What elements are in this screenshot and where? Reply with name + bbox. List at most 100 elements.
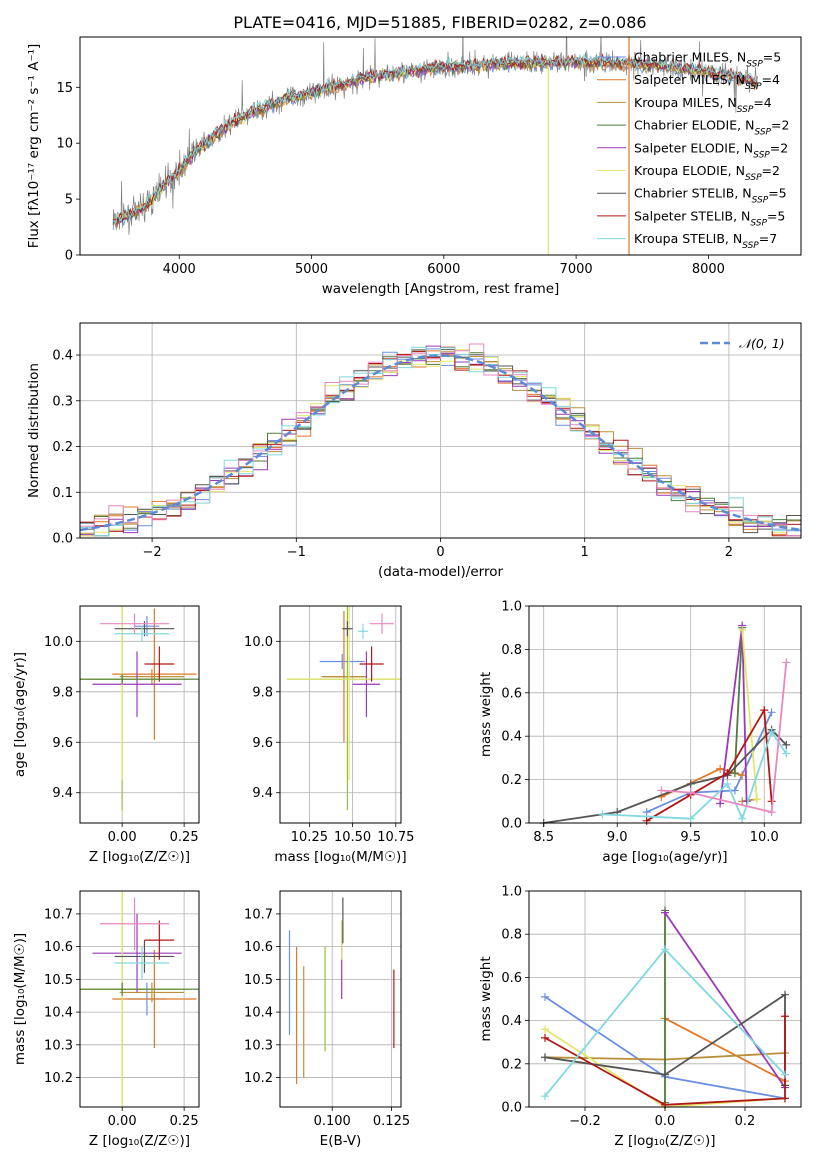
errorbar-point	[99, 897, 170, 950]
weight-point-marker	[541, 1092, 549, 1101]
weight-point-marker	[723, 779, 732, 788]
errorbar-point	[92, 913, 182, 993]
weight-point-marker	[661, 908, 669, 917]
errorbar-point	[352, 651, 381, 718]
axes-frame	[528, 890, 802, 1108]
weight-point-marker	[541, 1025, 549, 1034]
y-tick-label: 10.7	[44, 907, 73, 922]
x-tick-label: 0.00	[108, 830, 137, 845]
x-axis-label: age [log₁₀(age/yr)]	[602, 849, 727, 865]
weight-point-marker	[781, 1070, 789, 1079]
weight-point-marker	[738, 771, 747, 780]
legend-entry: Kroupa MILES, NSSP=4	[634, 95, 772, 115]
panel-mass_vs_ebv: 0.100 0.125 10.2 10.3 10.4 10.5 10.6 10.7 E(B-V)	[244, 890, 410, 1149]
y-axis-label: mass [log₁₀(M/M☉)]	[12, 933, 28, 1065]
gaussian-curve	[80, 354, 801, 532]
errorbar-point	[134, 616, 160, 637]
y-tick-label: 10.7	[244, 907, 273, 922]
y-tick-label: 9.4	[52, 786, 73, 801]
legend-entry: Salpeter MILES, NSSP=4	[634, 72, 780, 92]
y-axis-label: age [log₁₀(age/yr)]	[12, 652, 28, 777]
weight-point-marker	[657, 786, 666, 795]
weight-point-marker	[642, 816, 651, 825]
spectrum-model-line	[112, 53, 758, 224]
y-tick-label: 9.6	[252, 736, 273, 751]
x-tick-label: 10.50	[334, 830, 371, 845]
weight-point-marker	[716, 764, 725, 773]
axes-frame	[279, 890, 402, 1108]
weight-point-marker	[767, 808, 776, 817]
weight-point-marker	[723, 769, 732, 778]
x-axis-label: Z [log₁₀(Z/Z☉)]	[614, 1133, 715, 1149]
y-tick-label: 9.6	[52, 736, 73, 751]
plot-area-residuals	[80, 343, 801, 537]
plot-area-age_vs_Z	[80, 606, 199, 811]
y-tick-label: 0.2	[501, 1057, 522, 1072]
x-tick-label: −2	[143, 545, 162, 560]
errorbar-point	[119, 982, 185, 1003]
legend-entry: Salpeter STELIB, NSSP=5	[634, 208, 785, 228]
y-tick-label: 1.0	[501, 600, 522, 615]
axes-frame	[79, 36, 802, 256]
weight-point-marker	[661, 1070, 669, 1079]
x-tick-label: 0.100	[314, 1114, 351, 1129]
y-tick-label: 0.0	[501, 817, 522, 832]
weight-point-marker	[767, 708, 776, 717]
errorbar-point	[99, 613, 170, 634]
x-tick-label: −0.2	[569, 1114, 601, 1129]
x-tick-label: 0.2	[735, 1114, 756, 1129]
x-tick-label: 0.00	[108, 1114, 137, 1129]
y-axis-label: Normed distribution	[26, 363, 42, 498]
y-axis-label: Flux [fλ10⁻¹⁷ erg cm⁻² s⁻¹ A⁻¹]	[26, 44, 42, 249]
y-tick-label: 9.4	[252, 786, 273, 801]
y-tick-label: 0.4	[501, 1014, 522, 1029]
x-tick-label: 10.0	[750, 830, 779, 845]
weight-point-marker	[781, 990, 789, 999]
weight-series-line	[664, 912, 786, 1089]
x-tick-label: 2	[725, 545, 733, 560]
x-tick-label: 0.125	[373, 1114, 410, 1129]
y-tick-label: 10.5	[44, 973, 73, 988]
x-tick-label: 8.5	[533, 830, 554, 845]
x-tick-label: 9.5	[680, 830, 701, 845]
weight-series-line	[741, 629, 758, 800]
y-tick-label: 10.6	[44, 940, 73, 955]
y-tick-label: 10	[56, 137, 73, 152]
y-tick-label: 0.0	[501, 1101, 522, 1116]
errorbar-point	[144, 646, 175, 682]
errorbar-point	[286, 606, 401, 781]
x-tick-label: 1	[581, 545, 589, 560]
weight-point-marker	[598, 810, 607, 819]
y-tick-label: 9.8	[52, 685, 73, 700]
errorbar-point	[112, 949, 197, 1049]
x-tick-label: 0.25	[170, 1114, 199, 1129]
y-tick-label: 5	[65, 193, 73, 208]
x-tick-label: 4000	[163, 262, 196, 277]
weight-point-marker	[642, 808, 651, 817]
y-tick-label: 15	[56, 81, 73, 96]
plot-area-spectrum	[112, 37, 758, 255]
x-tick-label: 5000	[295, 262, 328, 277]
y-tick-label: 0.6	[501, 971, 522, 986]
weight-point-marker	[716, 799, 725, 808]
panel-age_vs_Z: 0.00 0.25 9.4 9.6 9.8 10.0 Z [log₁₀(Z/Z☉)] age …	[12, 605, 200, 865]
y-tick-label: 10.4	[44, 1006, 73, 1021]
legend-entry: Kroupa ELODIE, NSSP=2	[634, 163, 780, 183]
y-tick-label: 0.2	[501, 773, 522, 788]
spectrum-model-line	[112, 53, 758, 222]
y-tick-label: 0.1	[52, 486, 73, 501]
errorbar-point	[80, 982, 199, 996]
y-tick-label: 0.4	[52, 349, 73, 364]
plot-area-weight_vs_Z	[541, 906, 789, 1111]
spectrum-model-line	[112, 53, 758, 224]
panel-age_vs_mass: 10.25 10.50 10.75 9.4 9.6 9.8 10.0 mass [log₁₀(…	[244, 605, 414, 865]
y-tick-label: 10.0	[244, 635, 273, 650]
y-tick-label: 10.3	[44, 1038, 73, 1053]
y-tick-label: 10.4	[244, 1006, 273, 1021]
axes-frame	[279, 605, 402, 824]
weight-series-line	[733, 627, 744, 774]
y-tick-label: 0.8	[501, 643, 522, 658]
weight-series-line	[661, 662, 788, 814]
y-tick-label: 0.3	[52, 394, 73, 409]
legend-entry: Kroupa STELIB, NSSP=7	[634, 231, 777, 251]
